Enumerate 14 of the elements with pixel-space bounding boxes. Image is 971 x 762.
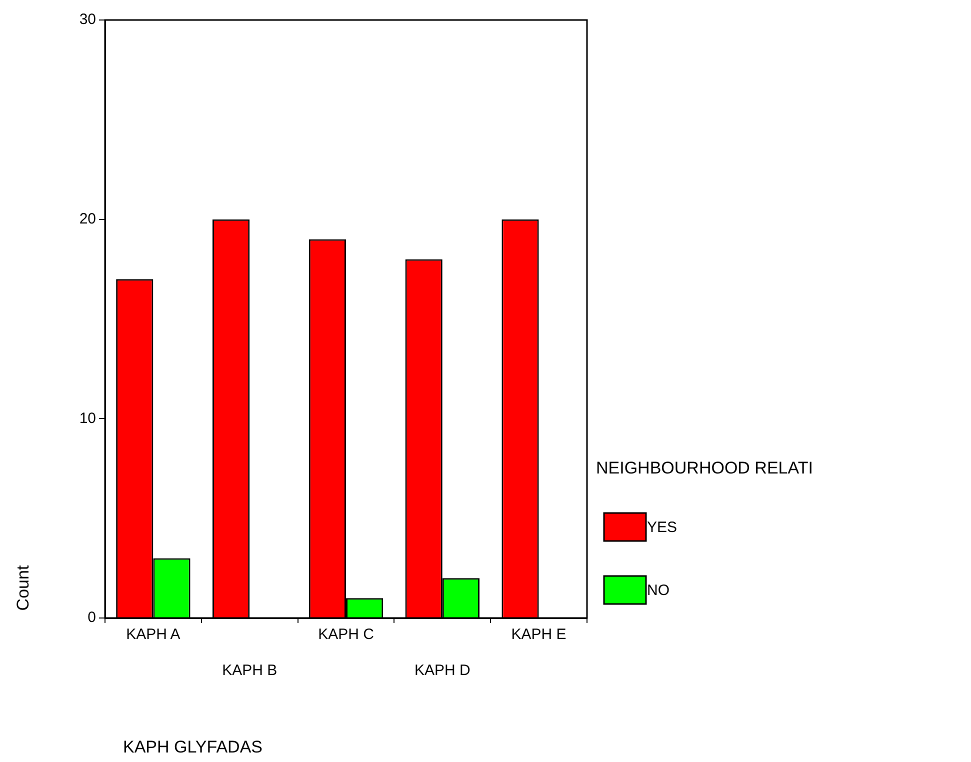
y-tick-label: 0 [88, 609, 96, 626]
y-axis-title: Count [14, 565, 33, 611]
x-tick-label: KAPH B [222, 662, 278, 680]
legend-label: YES [647, 519, 678, 536]
x-tick-label: KAPH A [126, 626, 180, 644]
x-tick-label: KAPH E [511, 626, 566, 644]
y-tick-label: 10 [79, 410, 96, 427]
x-tick-label: KAPH C [318, 626, 374, 644]
x-tick-label: KAPH D [414, 662, 470, 680]
legend-label: NO [647, 582, 670, 600]
x-axis-title: KAPH GLYFADAS [123, 738, 263, 757]
y-tick-label: 20 [79, 210, 96, 228]
y-tick-label: 30 [79, 11, 96, 28]
legend-title: NEIGHBOURHOOD RELATI [596, 458, 813, 478]
